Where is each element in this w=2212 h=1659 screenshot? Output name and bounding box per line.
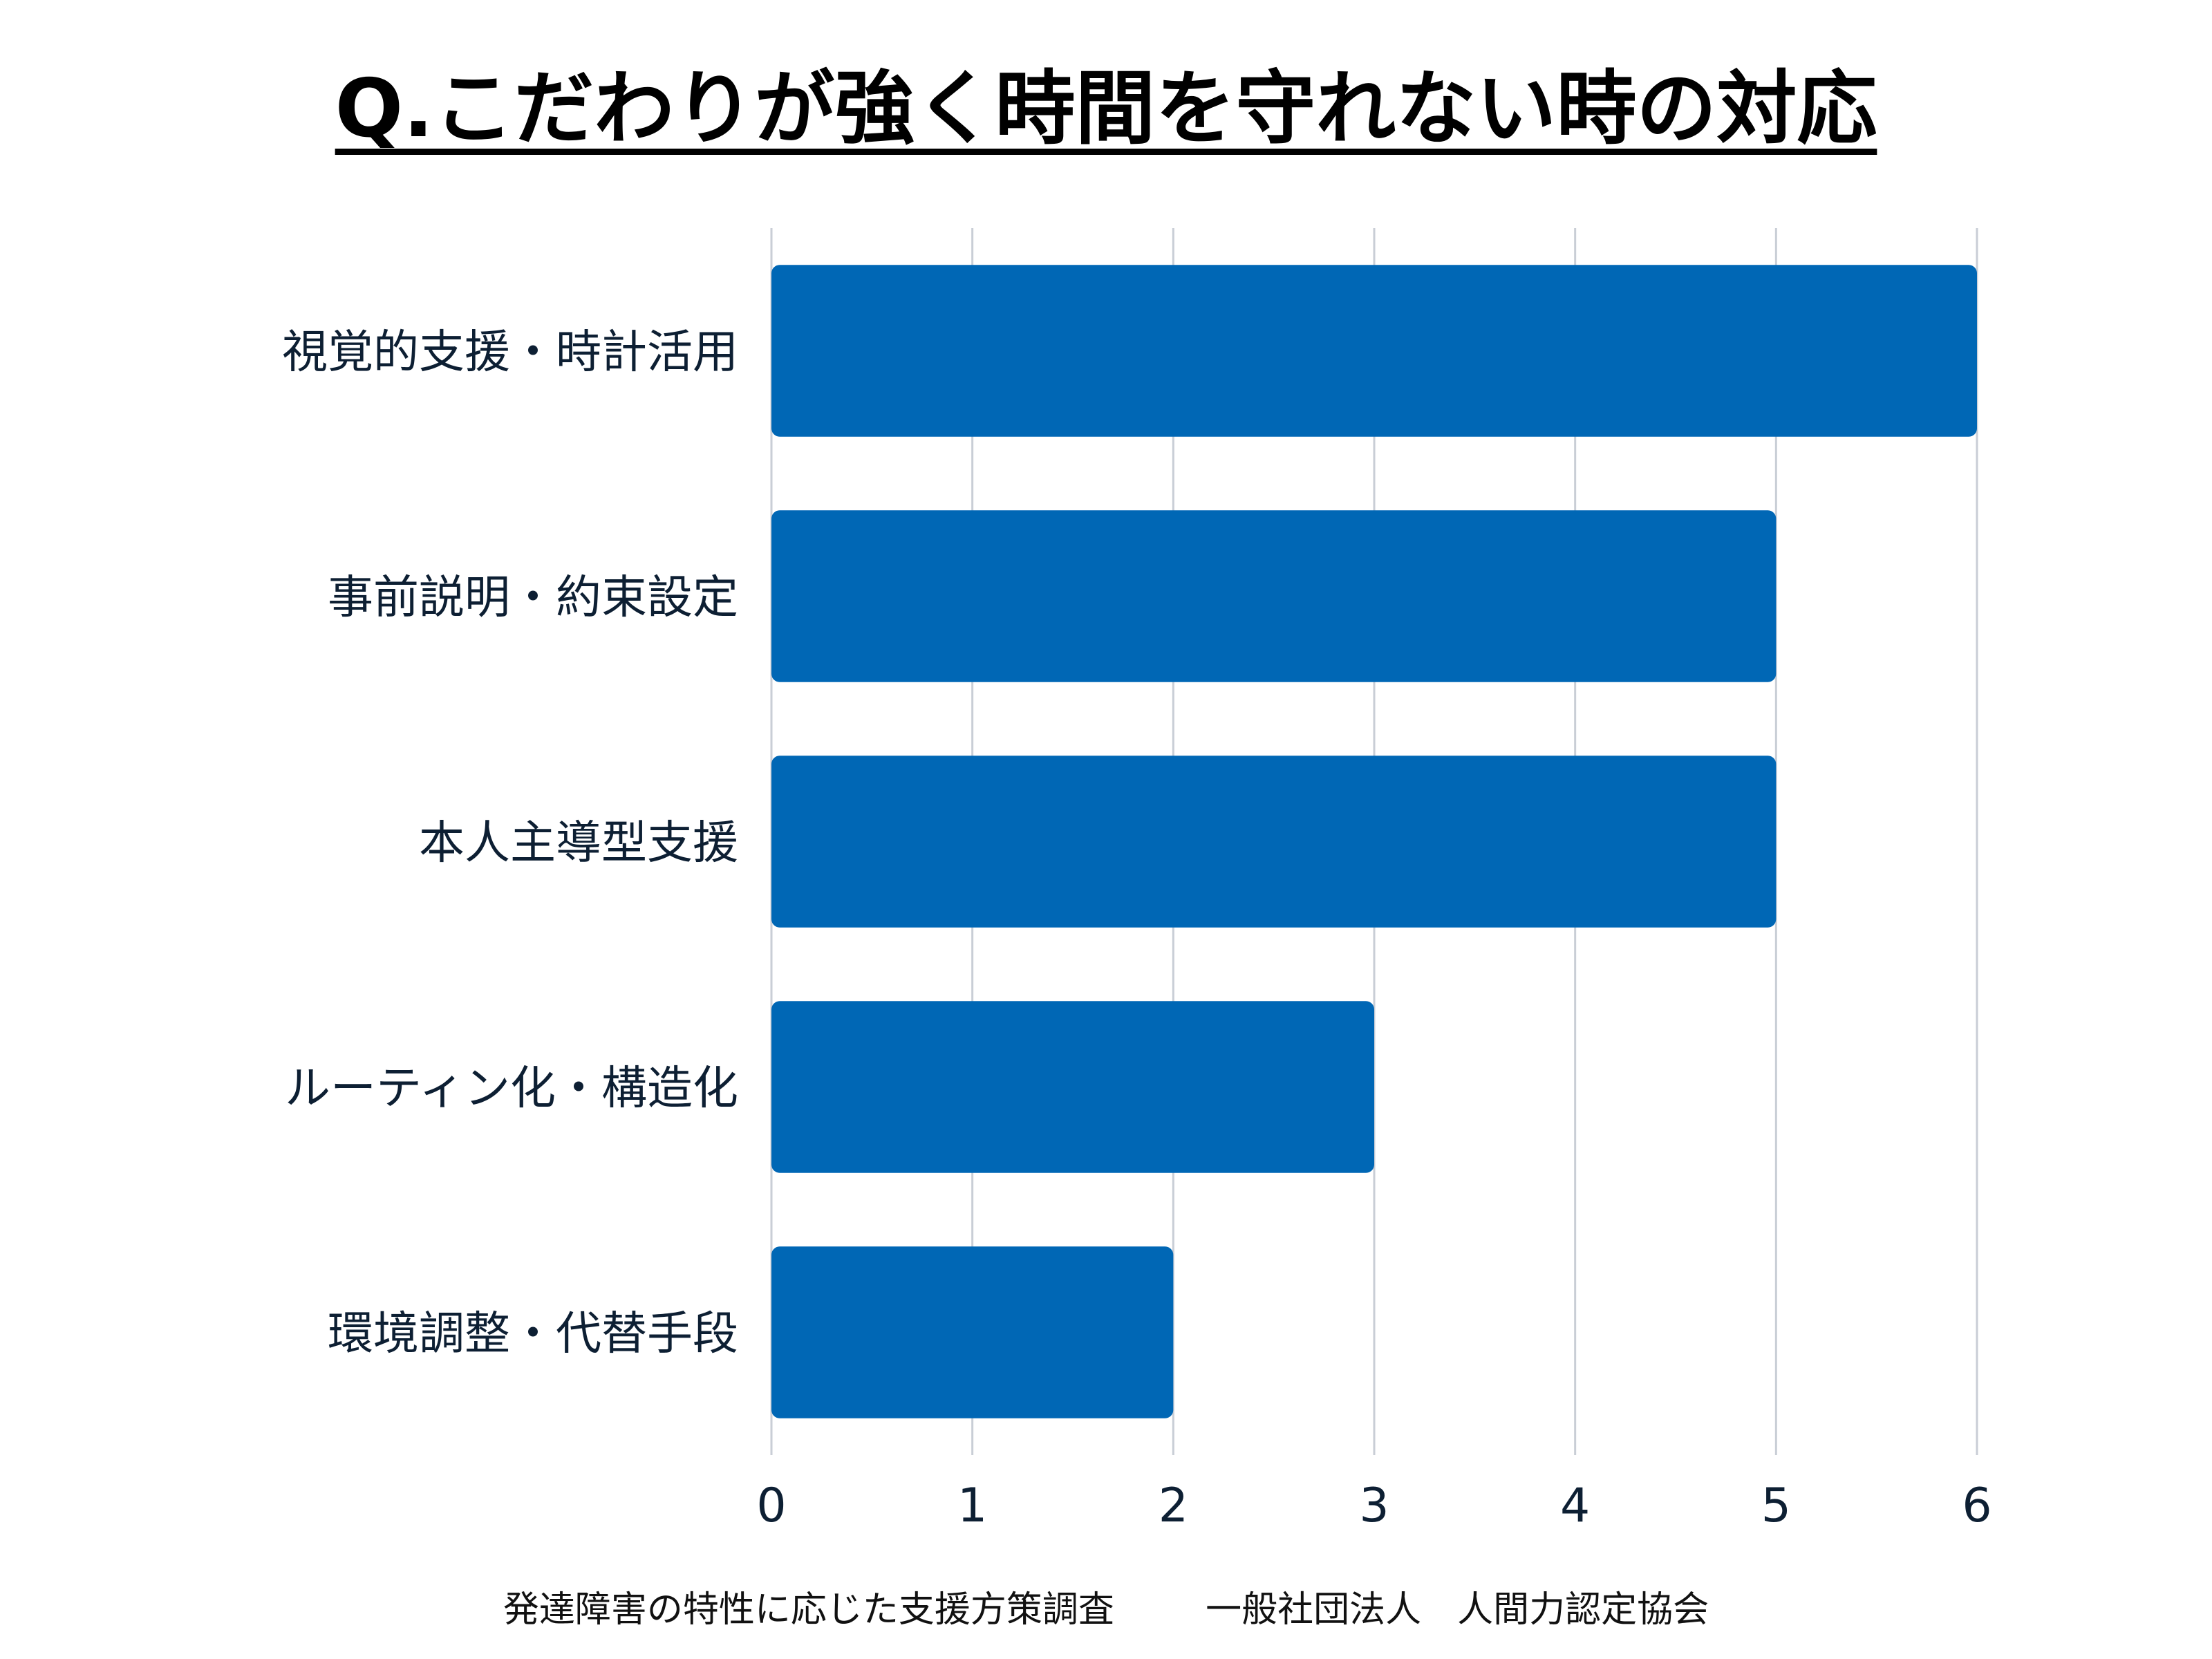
chart-title: Q.こだわりが強く時間を守れない時の対応 — [335, 62, 1877, 156]
bar-1 — [771, 265, 1977, 437]
x-tick-label: 0 — [756, 1479, 786, 1533]
x-tick-label: 1 — [957, 1479, 987, 1533]
footer-survey: 発達障害の特性に応じた支援方策調査 — [503, 1589, 1114, 1631]
x-tick-label: 4 — [1560, 1479, 1590, 1533]
bar-4 — [771, 1001, 1374, 1173]
category-label-3: 本人主導型支援 — [419, 816, 738, 870]
bar-2 — [771, 510, 1777, 682]
bar-3 — [771, 756, 1777, 928]
category-label-4: ルーティン化・構造化 — [285, 1062, 738, 1115]
category-label-5: 環境調整・代替手段 — [328, 1307, 738, 1360]
x-tick-label: 3 — [1359, 1479, 1389, 1533]
bar-5 — [771, 1246, 1174, 1418]
footer-credit: 発達障害の特性に応じた支援方策調査 一般社団法人 人間力認定協会 — [0, 1588, 2212, 1631]
x-tick-label: 5 — [1761, 1479, 1791, 1533]
category-label-2: 事前説明・約束設定 — [328, 571, 738, 624]
footer-organization: 一般社団法人 人間力認定協会 — [1206, 1589, 1709, 1631]
category-label-1: 視覚的支援・時計活用 — [282, 326, 738, 379]
bars — [771, 265, 1977, 1418]
x-tick-label: 2 — [1159, 1479, 1188, 1533]
category-labels: 視覚的支援・時計活用事前説明・約束設定本人主導型支援ルーティン化・構造化環境調整… — [282, 326, 738, 1360]
x-tick-label: 6 — [1962, 1479, 1991, 1533]
x-axis-ticks: 0 1 2 3 4 5 6 — [756, 1479, 1991, 1533]
